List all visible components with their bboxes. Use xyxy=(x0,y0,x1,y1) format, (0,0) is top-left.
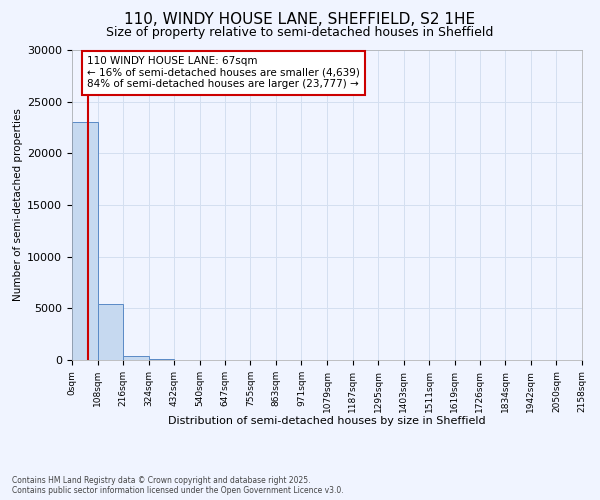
Bar xyxy=(98,304,123,360)
Text: 110, WINDY HOUSE LANE, SHEFFIELD, S2 1HE: 110, WINDY HOUSE LANE, SHEFFIELD, S2 1HE xyxy=(124,12,476,28)
Bar xyxy=(123,356,149,360)
Bar xyxy=(149,359,174,360)
Text: 110 WINDY HOUSE LANE: 67sqm
← 16% of semi-detached houses are smaller (4,639)
84: 110 WINDY HOUSE LANE: 67sqm ← 16% of sem… xyxy=(88,56,360,90)
Text: Contains HM Land Registry data © Crown copyright and database right 2025.
Contai: Contains HM Land Registry data © Crown c… xyxy=(12,476,344,495)
Text: Size of property relative to semi-detached houses in Sheffield: Size of property relative to semi-detach… xyxy=(106,26,494,39)
Bar xyxy=(72,122,98,360)
Y-axis label: Number of semi-detached properties: Number of semi-detached properties xyxy=(13,108,23,302)
X-axis label: Distribution of semi-detached houses by size in Sheffield: Distribution of semi-detached houses by … xyxy=(168,416,486,426)
